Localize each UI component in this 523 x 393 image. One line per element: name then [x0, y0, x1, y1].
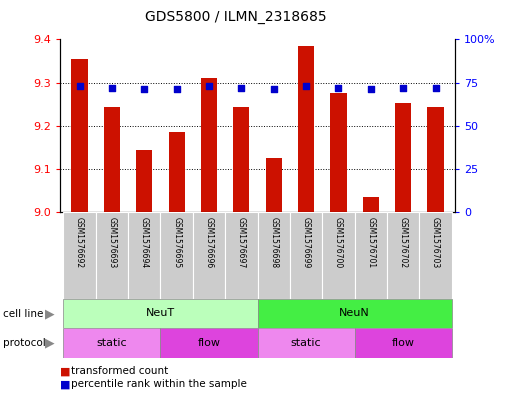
- Bar: [290, 212, 322, 299]
- Text: GSM1576694: GSM1576694: [140, 217, 149, 268]
- Bar: [225, 212, 258, 299]
- Text: ■: ■: [60, 366, 71, 376]
- Point: [367, 86, 375, 93]
- Point: [140, 86, 149, 93]
- Text: GSM1576703: GSM1576703: [431, 217, 440, 268]
- Bar: [136, 150, 152, 212]
- Point: [205, 83, 213, 89]
- Bar: [298, 46, 314, 212]
- Text: GSM1576699: GSM1576699: [302, 217, 311, 268]
- Text: GSM1576697: GSM1576697: [237, 217, 246, 268]
- Bar: [201, 78, 217, 212]
- Text: static: static: [97, 338, 127, 348]
- Bar: [193, 212, 225, 299]
- Text: GSM1576695: GSM1576695: [172, 217, 181, 268]
- Bar: [419, 212, 452, 299]
- Text: GSM1576701: GSM1576701: [366, 217, 376, 268]
- Bar: [168, 132, 185, 212]
- Text: ■: ■: [60, 379, 71, 389]
- Text: ▶: ▶: [46, 307, 55, 320]
- Text: GDS5800 / ILMN_2318685: GDS5800 / ILMN_2318685: [144, 10, 326, 24]
- Bar: [387, 212, 419, 299]
- Text: flow: flow: [198, 338, 221, 348]
- Text: ▶: ▶: [46, 336, 55, 350]
- Point: [75, 83, 84, 89]
- Text: GSM1576693: GSM1576693: [107, 217, 117, 268]
- Bar: [63, 212, 96, 299]
- Text: GSM1576696: GSM1576696: [204, 217, 213, 268]
- Bar: [161, 212, 193, 299]
- Text: GSM1576692: GSM1576692: [75, 217, 84, 268]
- Point: [237, 84, 246, 91]
- Bar: [322, 212, 355, 299]
- Point: [173, 86, 181, 93]
- Text: protocol: protocol: [3, 338, 46, 348]
- Bar: [96, 212, 128, 299]
- Bar: [355, 328, 452, 358]
- Bar: [257, 212, 290, 299]
- Text: flow: flow: [392, 338, 415, 348]
- Text: GSM1576700: GSM1576700: [334, 217, 343, 268]
- Point: [108, 84, 116, 91]
- Point: [269, 86, 278, 93]
- Bar: [233, 107, 249, 212]
- Bar: [63, 299, 258, 328]
- Point: [302, 83, 310, 89]
- Bar: [104, 107, 120, 212]
- Bar: [266, 158, 282, 212]
- Text: GSM1576698: GSM1576698: [269, 217, 278, 268]
- Text: transformed count: transformed count: [71, 366, 168, 376]
- Text: NeuN: NeuN: [339, 309, 370, 318]
- Bar: [395, 103, 411, 212]
- Bar: [72, 59, 88, 212]
- Text: GSM1576702: GSM1576702: [399, 217, 408, 268]
- Bar: [128, 212, 161, 299]
- Text: percentile rank within the sample: percentile rank within the sample: [71, 379, 246, 389]
- Text: NeuT: NeuT: [146, 309, 175, 318]
- Text: static: static: [291, 338, 322, 348]
- Bar: [363, 197, 379, 212]
- Text: cell line: cell line: [3, 309, 43, 319]
- Bar: [161, 328, 258, 358]
- Bar: [257, 328, 355, 358]
- Bar: [355, 212, 387, 299]
- Bar: [257, 299, 452, 328]
- Point: [334, 84, 343, 91]
- Point: [399, 84, 407, 91]
- Point: [431, 84, 440, 91]
- Bar: [331, 93, 347, 212]
- Bar: [63, 328, 161, 358]
- Bar: [427, 107, 444, 212]
